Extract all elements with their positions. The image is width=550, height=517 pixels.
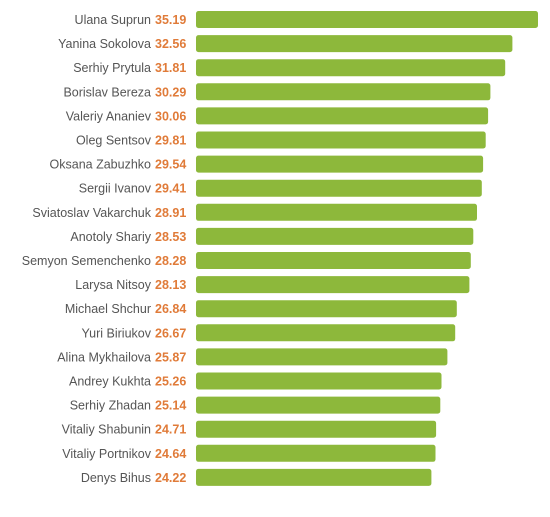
value-label: 28.28 xyxy=(155,254,186,268)
value-label: 29.41 xyxy=(155,182,186,196)
value-label: 24.64 xyxy=(155,447,186,461)
bar xyxy=(196,348,448,366)
bar-row: Yuri Biriukov 26.67 xyxy=(82,324,456,342)
bar xyxy=(196,372,442,390)
value-label: 24.71 xyxy=(155,423,186,437)
bar xyxy=(196,35,513,53)
bar-row: Oksana Zabuzhko 29.54 xyxy=(50,155,484,173)
bar-row: Ulana Suprun 35.19 xyxy=(75,11,538,28)
value-label: 28.13 xyxy=(155,278,186,292)
category-label: Borislav Bereza xyxy=(63,85,151,99)
value-label: 25.87 xyxy=(155,350,186,364)
value-label: 24.22 xyxy=(155,471,186,485)
category-label: Larysa Nitsoy xyxy=(75,278,151,292)
value-label: 26.67 xyxy=(155,326,186,340)
bar xyxy=(196,252,471,269)
category-label: Denys Bihus xyxy=(81,471,151,485)
value-label: 28.91 xyxy=(155,206,186,220)
value-label: 25.26 xyxy=(155,375,186,389)
bar-row: Larysa Nitsoy 28.13 xyxy=(75,276,470,294)
value-label: 32.56 xyxy=(155,37,186,51)
bar xyxy=(196,396,441,414)
category-label: Anotoly Shariy xyxy=(70,230,151,244)
category-label: Alina Mykhailova xyxy=(57,350,151,364)
value-label: 30.06 xyxy=(155,109,186,123)
category-label: Vitaliy Portnikov xyxy=(62,447,151,461)
bar-row: Serhiy Prytula 31.81 xyxy=(73,59,506,77)
bar xyxy=(196,107,489,125)
value-label: 26.84 xyxy=(155,302,186,316)
category-label: Oksana Zabuzhko xyxy=(50,158,151,172)
category-label: Yanina Sokolova xyxy=(58,37,151,51)
bar xyxy=(196,276,470,294)
value-label: 31.81 xyxy=(155,61,186,75)
bar-row: Vitaliy Portnikov 24.64 xyxy=(62,444,436,462)
bar xyxy=(196,300,457,318)
bar xyxy=(196,420,437,438)
category-label: Semyon Semenchenko xyxy=(22,254,151,268)
bar xyxy=(196,59,506,77)
value-label: 35.19 xyxy=(155,13,186,27)
bar xyxy=(196,155,484,173)
category-label: Michael Shchur xyxy=(65,302,151,316)
value-label: 29.81 xyxy=(155,134,186,148)
category-label: Serhiy Prytula xyxy=(73,61,151,75)
bar xyxy=(196,203,477,221)
value-label: 28.53 xyxy=(155,230,186,244)
bar-row: Vitaliy Shabunin 24.71 xyxy=(62,420,437,438)
bar-row: Semyon Semenchenko 28.28 xyxy=(22,252,471,269)
category-label: Sviatoslav Vakarchuk xyxy=(32,206,151,220)
category-label: Oleg Sentsov xyxy=(76,134,152,148)
bar xyxy=(196,83,491,101)
chart-rows: Ulana Suprun 35.19 Yanina Sokolova 32.56 Ser… xyxy=(22,11,538,486)
category-label: Yuri Biriukov xyxy=(82,326,152,340)
bar-row: Borislav Bereza 30.29 xyxy=(63,83,491,101)
bar xyxy=(196,131,486,149)
category-label: Serhiy Zhadan xyxy=(70,399,151,413)
bar-row: Anotoly Shariy 28.53 xyxy=(70,227,474,245)
bar xyxy=(196,179,482,197)
bar xyxy=(196,444,436,462)
bar xyxy=(196,11,538,28)
bar-row: Yanina Sokolova 32.56 xyxy=(58,35,513,53)
bar-row: Oleg Sentsov 29.81 xyxy=(76,131,486,149)
category-label: Vitaliy Shabunin xyxy=(62,423,151,437)
value-label: 30.29 xyxy=(155,85,186,99)
bar-row: Denys Bihus 24.22 xyxy=(81,468,432,486)
value-label: 25.14 xyxy=(155,399,186,413)
bar-row: Valeriy Ananiev 30.06 xyxy=(66,107,489,125)
value-label: 29.54 xyxy=(155,158,186,172)
bar-row: Michael Shchur 26.84 xyxy=(65,300,457,318)
category-label: Andrey Kukhta xyxy=(69,375,151,389)
bar-row: Alina Mykhailova 25.87 xyxy=(57,348,448,366)
bar-row: Sviatoslav Vakarchuk 28.91 xyxy=(32,203,477,221)
bar-row: Serhiy Zhadan 25.14 xyxy=(70,396,441,414)
category-label: Sergii Ivanov xyxy=(79,182,152,196)
bar xyxy=(196,324,456,342)
bar-row: Andrey Kukhta 25.26 xyxy=(69,372,442,390)
bar xyxy=(196,468,432,486)
category-label: Valeriy Ananiev xyxy=(66,109,152,123)
bar xyxy=(196,227,474,245)
bar-row: Sergii Ivanov 29.41 xyxy=(79,179,482,197)
category-label: Ulana Suprun xyxy=(75,13,151,27)
